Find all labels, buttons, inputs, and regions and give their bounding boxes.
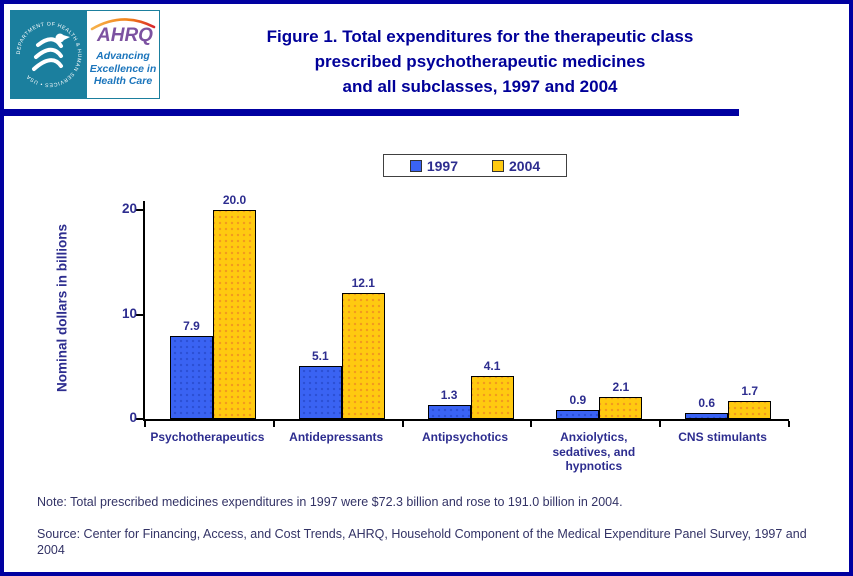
ahrq-tagline: Advancing Excellence in Health Care (90, 50, 157, 88)
ahrq-logo-block: AHRQ Advancing Excellence in Health Care (87, 11, 159, 98)
tagline-line-2: Excellence in (89, 62, 157, 75)
ahrq-hhs-logo: DEPARTMENT OF HEALTH & HUMAN SERVICES • … (10, 10, 160, 99)
bar-value-label: 20.0 (222, 193, 247, 207)
bar-2004-2 (341, 293, 385, 419)
y-axis-tick (136, 209, 143, 211)
tagline-line-1: Advancing (96, 50, 150, 62)
x-axis-tick (530, 421, 533, 427)
bar-value-label: 1.3 (440, 388, 458, 402)
svg-text:DEPARTMENT OF HEALTH & HUMAN S: DEPARTMENT OF HEALTH & HUMAN SERVICES • … (16, 21, 82, 87)
x-axis-tick (401, 421, 404, 427)
legend-item-1997: 1997 (409, 157, 458, 174)
x-axis-tick (788, 421, 790, 427)
figure-title-line-2: prescribed psychotherapeutic medicines (314, 52, 646, 71)
x-axis-tick (659, 421, 662, 427)
tagline-line-3: Health Care (93, 75, 153, 87)
x-axis-category-label: CNS stimulants (678, 430, 767, 444)
note-text: Note: Total prescribed medicines expendi… (37, 495, 623, 509)
bar-value-label: 1.7 (741, 384, 759, 398)
bar-2004-5 (728, 401, 772, 419)
y-axis-tick (136, 313, 143, 316)
bar-1997-4 (556, 410, 600, 419)
source-text: Source: Center for Financing, Access, an… (37, 527, 807, 557)
bar-2004-3 (470, 376, 514, 419)
x-axis-tick (144, 421, 146, 427)
y-axis-tick-label: 0 (129, 410, 137, 425)
bar-2004-1 (213, 210, 256, 419)
figure-title-line-1: Figure 1. Total expenditures for the the… (266, 27, 694, 46)
bar-value-label: 0.9 (569, 393, 587, 407)
ahrq-arc-icon (90, 18, 156, 31)
ahrq-acronym: AHRQ (97, 25, 153, 46)
bar-value-label: 0.6 (698, 396, 716, 410)
bar-1997-1 (170, 336, 213, 419)
bar-value-label: 7.9 (183, 319, 200, 333)
legend-swatch-1997 (409, 159, 422, 172)
bar-value-label: 5.1 (311, 349, 329, 363)
hhs-eagle-icon: DEPARTMENT OF HEALTH & HUMAN SERVICES • … (16, 21, 82, 87)
x-axis-category-label: Psychotherapeutics (150, 430, 265, 444)
y-axis-tick-label: 20 (121, 201, 137, 216)
hhs-seal-icon: DEPARTMENT OF HEALTH & HUMAN SERVICES • … (11, 11, 87, 98)
title-underline-rule (4, 109, 739, 116)
bar-2004-4 (599, 397, 643, 419)
legend-label-2004: 2004 (509, 157, 541, 174)
legend-swatch-2004 (492, 159, 504, 172)
x-axis-category-label: Antipsychotics (421, 430, 508, 444)
y-axis-title: Nominal dollars in billions (54, 223, 70, 393)
chart-legend: 1997 2004 (383, 154, 567, 177)
x-axis-category-label: Antidepressants (289, 430, 384, 444)
ahrq-wordmark: AHRQ (90, 17, 156, 47)
y-axis-tick (136, 418, 143, 420)
legend-label-1997: 1997 (426, 157, 458, 174)
x-axis-category-label: Anxiolytics, sedatives, and hypnotics (552, 430, 636, 473)
bar-chart-plot-area: 0 10 20 7.9 5.1 1.3 0.9 0.6 20.0 12.1 4.1 2.1 1.7 (122, 193, 790, 427)
bar-1997-3 (427, 405, 471, 419)
seal-circular-text: DEPARTMENT OF HEALTH & HUMAN SERVICES • … (16, 21, 82, 87)
legend-item-2004: 2004 (492, 158, 540, 174)
bar-1997-2 (298, 366, 342, 419)
bar-value-label: 12.1 (351, 276, 375, 290)
figure-title: Figure 1. Total expenditures for the the… (170, 24, 790, 99)
bar-1997-5 (685, 413, 729, 419)
bar-value-label: 4.1 (483, 359, 501, 373)
y-axis-tick-label: 10 (121, 305, 137, 321)
figure-title-line-3: and all subclasses, 1997 and 2004 (342, 77, 618, 96)
bar-value-label: 2.1 (612, 380, 630, 394)
x-axis-tick (272, 421, 275, 427)
